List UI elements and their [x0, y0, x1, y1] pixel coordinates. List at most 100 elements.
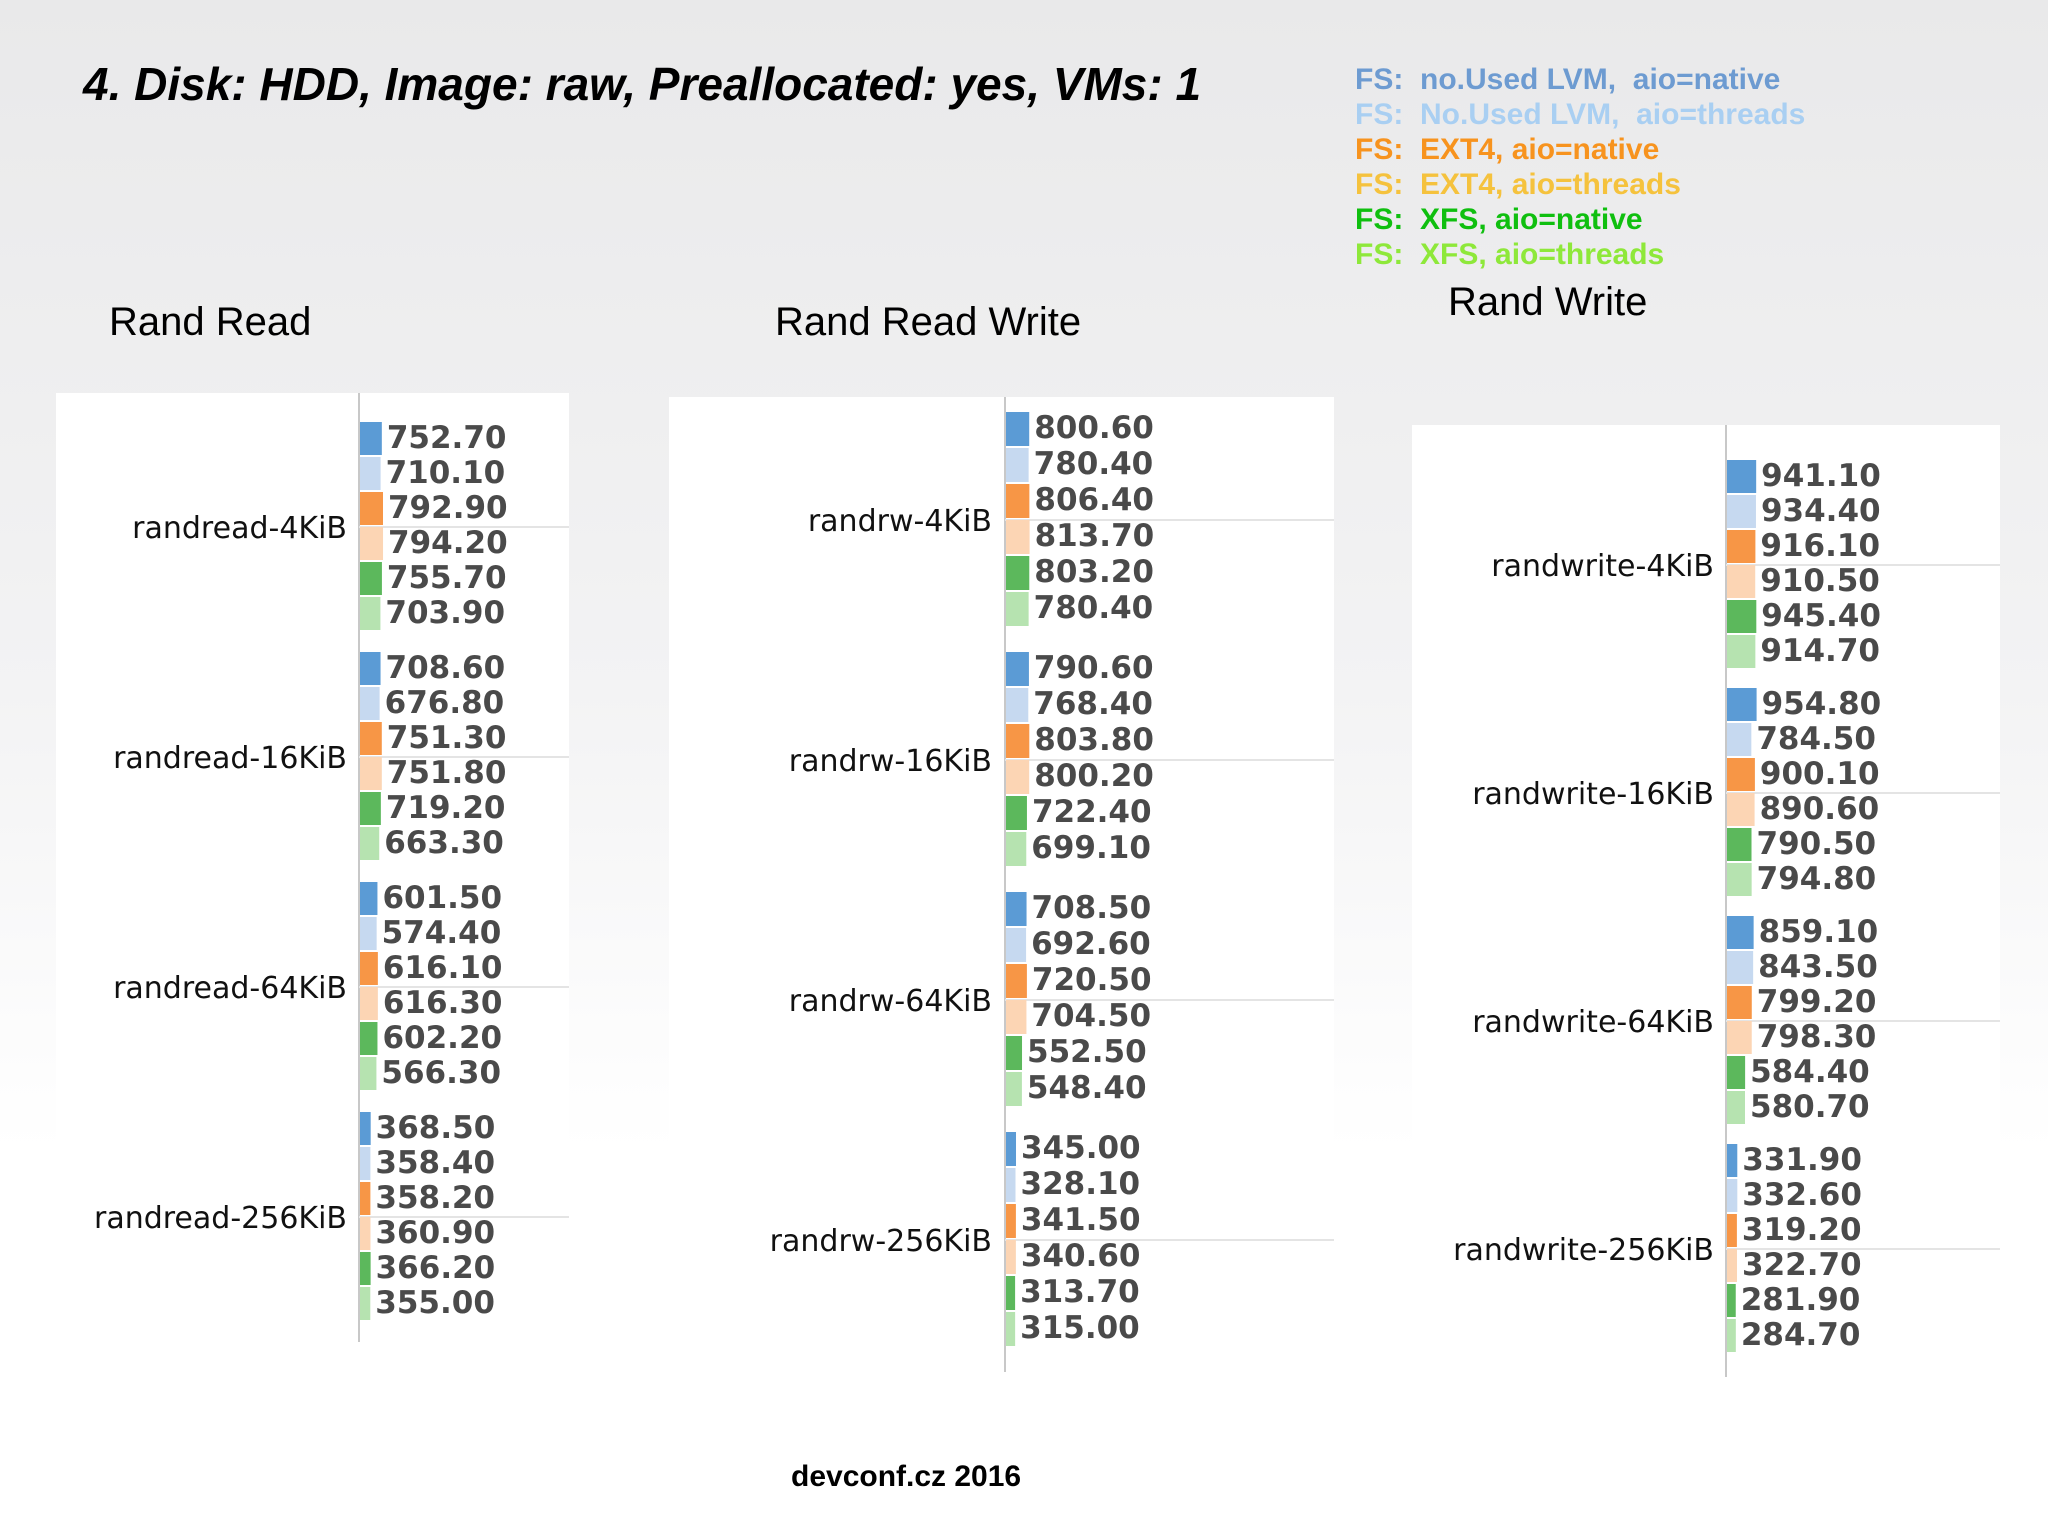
- bar: [1006, 832, 1027, 866]
- bar: [1006, 1276, 1016, 1310]
- data-label: 368.50: [376, 1110, 496, 1146]
- data-label: 663.30: [384, 825, 504, 861]
- data-label: 914.70: [1760, 633, 1880, 669]
- bar: [360, 597, 381, 630]
- bar: [1727, 793, 1755, 826]
- slide-title: 4. Disk: HDD, Image: raw, Preallocated: …: [83, 58, 1202, 110]
- bar: [1006, 1000, 1027, 1034]
- data-label: 751.30: [387, 720, 507, 756]
- data-label: 341.50: [1021, 1202, 1141, 1238]
- bar: [1727, 1056, 1746, 1089]
- bar: [360, 792, 381, 825]
- data-label: 792.90: [388, 490, 508, 526]
- category-label: randrw-256KiB: [770, 1224, 992, 1259]
- data-label: 328.10: [1021, 1166, 1141, 1202]
- data-label: 794.80: [1757, 861, 1877, 897]
- bar: [360, 987, 378, 1020]
- bar: [1727, 1144, 1738, 1177]
- data-label: 790.60: [1034, 650, 1154, 686]
- bar: [1727, 565, 1756, 598]
- data-label: 780.40: [1034, 446, 1154, 482]
- bar: [1006, 796, 1027, 830]
- data-label: 790.50: [1757, 826, 1877, 862]
- data-label: 692.60: [1031, 926, 1151, 962]
- data-label: 284.70: [1741, 1317, 1861, 1353]
- bar: [1727, 951, 1754, 984]
- bar: [1727, 916, 1754, 949]
- data-label: 722.40: [1032, 794, 1152, 830]
- data-label: 358.40: [375, 1145, 495, 1181]
- category-label: randwrite-256KiB: [1453, 1233, 1714, 1268]
- chart-rand-write: randwrite-4KiB 941.10934.40916.10910.5094…: [1453, 425, 2000, 1377]
- chart-title-rand-read-write: Rand Read Write: [775, 300, 1082, 344]
- category-label: randread-4KiB: [132, 511, 347, 546]
- data-label: 331.90: [1742, 1142, 1862, 1178]
- data-label: 355.00: [375, 1285, 495, 1321]
- bar: [1006, 520, 1030, 554]
- bar: [1727, 1249, 1738, 1282]
- category-label: randread-256KiB: [94, 1201, 347, 1236]
- bar: [1006, 1072, 1022, 1106]
- bar: [360, 1057, 377, 1090]
- bar: [1006, 1204, 1016, 1238]
- data-label: 941.10: [1761, 458, 1881, 494]
- data-label: 315.00: [1020, 1310, 1140, 1346]
- bar: [360, 1252, 371, 1285]
- data-label: 574.40: [382, 915, 502, 951]
- data-label: 358.20: [375, 1180, 495, 1216]
- legend-item-ext4-threads: FS: EXT4, aio=threads: [1355, 168, 1681, 201]
- bar: [1006, 592, 1029, 626]
- bar: [1006, 1240, 1016, 1274]
- legend-item-lvm-native: FS: no.Used LVM, aio=native: [1355, 63, 1781, 96]
- bar: [1006, 448, 1029, 482]
- bar: [1727, 1021, 1752, 1054]
- data-label: 945.40: [1761, 598, 1881, 634]
- legend-item-xfs-native: FS: XFS, aio=native: [1355, 203, 1643, 236]
- bar: [1006, 1312, 1016, 1346]
- data-label: 699.10: [1031, 830, 1151, 866]
- data-label: 768.40: [1033, 686, 1153, 722]
- data-label: 601.50: [382, 880, 502, 916]
- bar: [360, 562, 382, 595]
- bar: [1006, 1132, 1017, 1166]
- data-label: 366.20: [376, 1250, 496, 1286]
- data-label: 566.30: [381, 1055, 501, 1091]
- bar: [360, 1112, 371, 1145]
- bar: [1727, 688, 1757, 721]
- data-label: 934.40: [1761, 493, 1881, 529]
- bar: [1727, 986, 1752, 1019]
- bar: [1006, 688, 1029, 722]
- data-label: 704.50: [1031, 998, 1151, 1034]
- chart-rand-read-write: randrw-4KiB800.60780.40806.40813.70803.2…: [770, 397, 1334, 1372]
- data-label: 859.10: [1759, 914, 1879, 950]
- bar: [1727, 600, 1757, 633]
- bar: [360, 722, 382, 755]
- chart-title-rand-read: Rand Read: [109, 300, 312, 344]
- bar: [360, 492, 383, 525]
- data-label: 751.80: [387, 755, 507, 791]
- data-label: 752.70: [387, 420, 507, 456]
- data-label: 580.70: [1750, 1089, 1870, 1125]
- bar: [360, 422, 382, 455]
- bar: [1727, 530, 1756, 563]
- bar: [1006, 928, 1027, 962]
- data-label: 916.10: [1760, 528, 1880, 564]
- bar: [1727, 1284, 1736, 1317]
- data-label: 616.10: [383, 950, 503, 986]
- data-label: 800.60: [1034, 410, 1154, 446]
- bar: [360, 652, 381, 685]
- bar: [1006, 556, 1030, 590]
- bar: [360, 1147, 371, 1180]
- data-label: 322.70: [1742, 1247, 1862, 1283]
- data-label: 806.40: [1034, 482, 1154, 518]
- bar: [360, 757, 382, 790]
- data-label: 708.60: [386, 650, 506, 686]
- bar: [1006, 964, 1027, 998]
- bar: [1727, 460, 1757, 493]
- bar: [360, 827, 380, 860]
- data-label: 360.90: [375, 1215, 495, 1251]
- bar: [360, 882, 378, 915]
- bar: [1727, 1319, 1736, 1352]
- bar: [1006, 484, 1030, 518]
- chart-panel-rand-read-write: randrw-4KiB 800.60 780.40 806.40 813.70 803.2…: [669, 397, 1334, 1372]
